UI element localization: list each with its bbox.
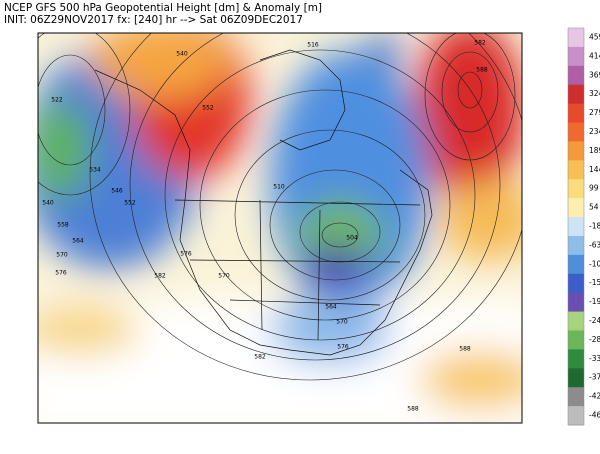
contour-label: 582: [474, 40, 486, 47]
colorbar-swatch: [568, 235, 584, 256]
colorbar-label: 189: [589, 146, 600, 155]
colorbar-swatch: [568, 65, 584, 86]
contour-label: 504: [346, 235, 358, 242]
contour-label: 522: [51, 97, 63, 104]
colorbar-swatch: [568, 160, 584, 180]
colorbar-swatch: [568, 254, 584, 275]
contour-label: 576: [180, 251, 192, 258]
colorbar-swatch: [568, 46, 584, 67]
contour-label: 558: [57, 222, 69, 229]
colorbar-swatch: [568, 84, 584, 105]
colorbar-label: -153: [589, 278, 600, 287]
contour-label: 552: [202, 105, 214, 112]
contour-label: 582: [254, 354, 266, 361]
colorbar-swatch: [568, 103, 584, 124]
colorbar-swatch: [568, 179, 584, 199]
contour-label: 540: [42, 200, 54, 207]
colorbar-swatch: [568, 349, 584, 369]
colorbar-label: 54: [589, 203, 599, 212]
contour-label: 540: [176, 51, 188, 58]
contour-label: 546: [111, 188, 123, 195]
colorbar-swatch: [568, 292, 584, 313]
contour-label: 570: [336, 319, 348, 326]
colorbar-label: -18: [589, 222, 600, 231]
coastlines: [94, 49, 433, 356]
colorbar-swatch: [568, 198, 584, 218]
contour-label: 582: [154, 273, 166, 280]
contour-label: 576: [55, 270, 67, 277]
colorbar-swatch: [568, 141, 584, 161]
contour-label: 510: [273, 184, 285, 191]
colorbar-swatch: [568, 311, 584, 331]
colorbar-label: -468: [589, 411, 600, 420]
colorbar-swatch: [568, 273, 584, 294]
colorbar-label: -378: [589, 373, 600, 382]
contour-label: 588: [459, 346, 471, 353]
colorbar-swatch: [568, 406, 584, 426]
colorbar-label: 369: [589, 70, 600, 79]
colorbar-label: 99: [589, 184, 599, 193]
contour-label: 588: [407, 406, 419, 413]
colorbar-label: -63: [589, 240, 600, 249]
colorbar-label: 279: [589, 108, 600, 117]
colorbar-swatch: [568, 387, 584, 407]
map-title: NCEP GFS 500 hPa Geopotential Height [dm…: [4, 2, 322, 14]
colorbar-swatch: [568, 28, 584, 48]
contour-label: 570: [56, 252, 68, 259]
colorbar: 459 414 369 324 279 234 189 144 99 54 -18 -63 -108 -1…: [567, 27, 600, 426]
map-frame: [37, 32, 523, 424]
map-subtitle: INIT: 06Z29NOV2017 fx: [240] hr --> Sat …: [4, 14, 303, 26]
colorbar-label: 234: [589, 127, 600, 136]
contour-label: 552: [124, 200, 136, 207]
colorbar-swatch: [568, 217, 584, 237]
contour-label: 516: [307, 42, 319, 49]
colorbar-label: -333: [589, 354, 600, 363]
contour-label: 570: [218, 273, 230, 280]
contour-label: 534: [89, 167, 101, 174]
colorbar-label: 324: [589, 89, 600, 98]
colorbar-label: 414: [589, 51, 600, 60]
colorbar-label: -288: [589, 335, 600, 344]
contour-label: 564: [72, 238, 84, 245]
colorbar-swatch: [568, 122, 584, 142]
contour-label: 576: [337, 344, 349, 351]
colorbar-label: -243: [589, 316, 600, 325]
colorbar-label: 459: [589, 32, 600, 41]
colorbar-label: 144: [589, 165, 600, 174]
colorbar-frame: [567, 27, 585, 426]
colorbar-swatch: [568, 330, 584, 350]
contour-label: 588: [476, 67, 488, 74]
colorbar-swatch: [568, 368, 584, 388]
colorbar-label: -423: [589, 392, 600, 401]
height-contours: [38, 33, 522, 381]
colorbar-label: -198: [589, 297, 600, 306]
colorbar-label: -108: [589, 259, 600, 268]
contour-label: 564: [325, 304, 337, 311]
